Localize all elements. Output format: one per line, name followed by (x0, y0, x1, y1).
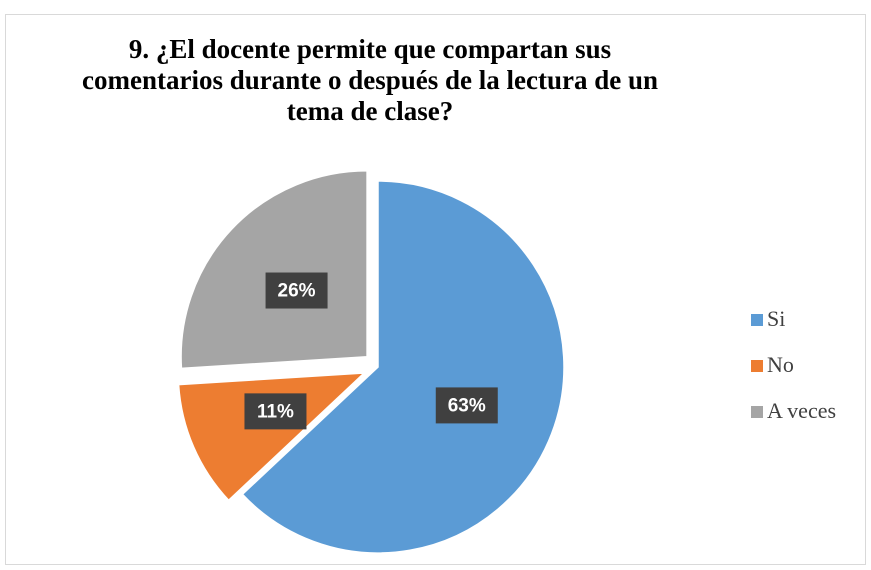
legend-label: A veces (767, 398, 836, 423)
data-label: 11% (257, 401, 294, 422)
legend-swatch (751, 314, 763, 326)
legend-swatch (751, 360, 763, 372)
legend-label: No (767, 352, 794, 377)
pie-slice (241, 180, 565, 554)
data-label: 26% (278, 281, 316, 302)
pie-slice (180, 169, 368, 370)
data-label-box (435, 387, 498, 424)
data-label-box (244, 393, 307, 430)
legend-swatch (751, 406, 763, 418)
data-label: 63% (448, 395, 486, 416)
legend-label: Si (767, 306, 785, 331)
pie-slice (177, 372, 367, 502)
chart-title: 9. ¿El docente permite que compartan sus… (82, 34, 658, 126)
data-label-box (265, 272, 328, 309)
